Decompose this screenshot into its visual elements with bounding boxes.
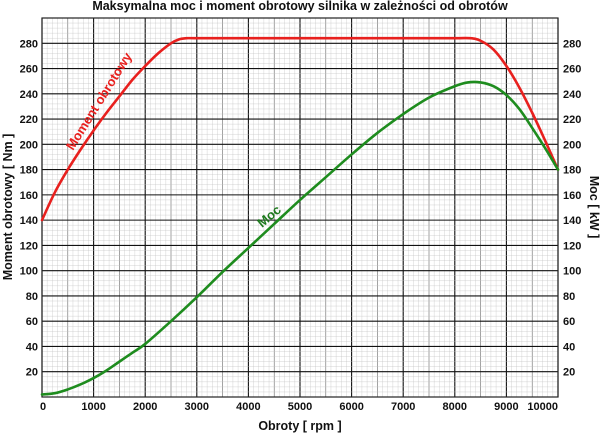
- left-tick-label: 100: [20, 266, 38, 278]
- right-tick-label: 280: [563, 38, 581, 50]
- x-tick-label: 2000: [133, 401, 157, 413]
- chart-title: Maksymalna moc i moment obrotowy silnika…: [92, 0, 508, 13]
- x-tick-labels: 0 1000 2000 3000 4000 5000 6000 7000 8000 9000 100…: [40, 401, 558, 413]
- right-tick-label: 20: [563, 367, 575, 379]
- left-tick-label: 160: [20, 190, 38, 202]
- x-axis-label: Obroty [ rpm ]: [258, 419, 341, 433]
- x-tick-label: 6000: [339, 401, 363, 413]
- right-tick-label: 80: [563, 291, 575, 303]
- left-tick-label: 240: [20, 89, 38, 101]
- left-tick-label: 220: [20, 114, 38, 126]
- right-tick-label: 140: [563, 215, 581, 227]
- right-tick-label: 120: [563, 240, 581, 252]
- right-tick-label: 240: [563, 89, 581, 101]
- series-group: [40, 36, 560, 396]
- right-tick-label: 160: [563, 190, 581, 202]
- left-tick-label: 200: [20, 139, 38, 151]
- x-tick-label: 0: [40, 401, 46, 413]
- left-tick-label: 140: [20, 215, 38, 227]
- left-tick-label: 260: [20, 64, 38, 76]
- left-tick-label: 20: [26, 367, 38, 379]
- x-tick-label: 5000: [288, 401, 312, 413]
- left-tick-labels: 20 40 60 80 100 120 140 160 180 200 220 240 260 280: [20, 38, 38, 378]
- left-tick-label: 280: [20, 38, 38, 50]
- right-tick-label: 100: [563, 266, 581, 278]
- left-axis-label: Moment obrotowy [ Nm ]: [1, 134, 15, 281]
- x-tick-label: 7000: [391, 401, 415, 413]
- right-tick-labels: 20 40 60 80 100 120 140 160 180 200 220 240 260 280: [563, 38, 581, 378]
- torque-series-line: [40, 36, 560, 222]
- right-axis-label: Moc [ kW ]: [587, 176, 600, 239]
- x-tick-label: 1000: [81, 401, 105, 413]
- left-tick-label: 80: [26, 291, 38, 303]
- left-tick-label: 120: [20, 240, 38, 252]
- x-tick-label: 10000: [527, 401, 558, 413]
- left-tick-label: 40: [26, 341, 38, 353]
- right-tick-label: 60: [563, 316, 575, 328]
- right-tick-label: 220: [563, 114, 581, 126]
- right-tick-label: 180: [563, 165, 581, 177]
- x-tick-label: 4000: [236, 401, 260, 413]
- power-series-line: [40, 80, 560, 396]
- right-tick-label: 200: [563, 139, 581, 151]
- x-tick-label: 8000: [443, 401, 467, 413]
- x-tick-label: 3000: [185, 401, 209, 413]
- x-tick-label: 9000: [494, 401, 518, 413]
- right-tick-label: 40: [563, 341, 575, 353]
- right-tick-label: 260: [563, 64, 581, 76]
- left-tick-label: 180: [20, 165, 38, 177]
- plot-frame: [41, 17, 559, 398]
- left-tick-label: 60: [26, 316, 38, 328]
